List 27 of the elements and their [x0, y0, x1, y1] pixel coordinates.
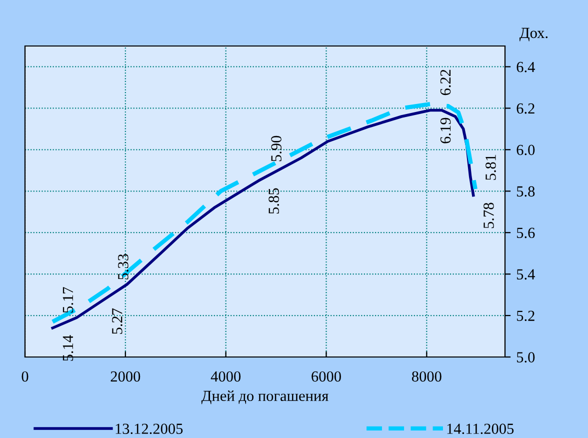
y-tick-label: 6.0 [516, 144, 535, 156]
annotation: 5.90 [271, 136, 282, 162]
annotation: 5.17 [62, 287, 74, 313]
annotation: 5.14 [62, 335, 74, 361]
y-tick-label: 5.4 [517, 269, 535, 280]
annotation: 5.33 [118, 254, 128, 280]
y-tick-label: 5.0 [517, 352, 535, 363]
x-tick-label: 6000 [312, 371, 341, 382]
annotation: 5.78 [484, 202, 494, 228]
annotation: 5.27 [112, 308, 122, 334]
annotation: 5.85 [268, 188, 280, 214]
y-tick-label: 5.6 [517, 228, 535, 238]
y-tick-label: 5.8 [517, 186, 535, 197]
annotation: 6.22 [440, 70, 451, 96]
x-tick-label: 8000 [412, 371, 442, 382]
legend-label: 13.12.2005 [116, 424, 183, 434]
x-axis-title: Дней до погашения [201, 390, 328, 404]
y-axis-title: Дох. [520, 28, 548, 42]
legend-label: 14.11.2005 [447, 424, 514, 434]
x-tick-label: 0 [22, 371, 28, 382]
annotation: 5.81 [486, 154, 496, 180]
x-tick-label: 4000 [210, 371, 241, 382]
y-tick-label: 5.2 [517, 310, 534, 322]
y-tick-label: 6.2 [516, 103, 534, 114]
annotation: 6.19 [440, 118, 451, 144]
y-tick-label: 6.4 [516, 62, 535, 72]
x-tick-label: 2000 [110, 371, 140, 382]
